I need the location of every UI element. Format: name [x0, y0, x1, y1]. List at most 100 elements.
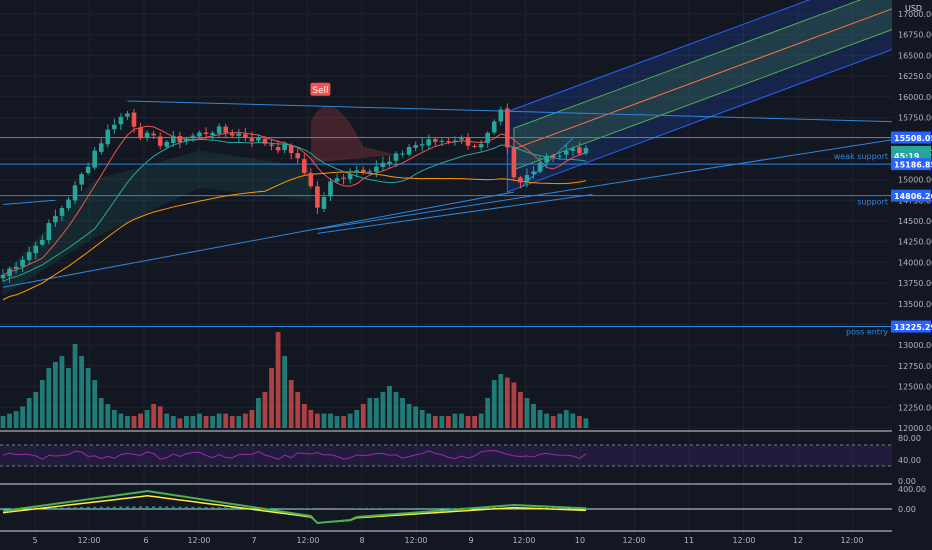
- volume-bar: [498, 374, 504, 428]
- volume-bar: [380, 392, 386, 428]
- candle-body: [347, 173, 353, 180]
- candle-body: [26, 252, 32, 260]
- volume-bar: [98, 398, 104, 428]
- macd-hist-bar: [551, 507, 555, 509]
- candle-body: [531, 171, 536, 175]
- time-label: 6: [143, 536, 148, 545]
- candle-body: [439, 140, 445, 142]
- macd-hist-bar: [132, 506, 136, 509]
- macd-hist-bar: [184, 506, 188, 509]
- candle-body: [210, 132, 215, 136]
- macd-hist-bar: [145, 506, 149, 509]
- candle-body: [223, 126, 228, 133]
- macd-hist-bar: [106, 506, 110, 509]
- volume-bar: [360, 404, 366, 428]
- volume-bar: [373, 398, 379, 428]
- volume-bar: [393, 392, 399, 428]
- time-label: 12: [793, 536, 803, 545]
- candle-body: [315, 186, 320, 208]
- volume-bar: [537, 410, 543, 428]
- candle-body: [92, 150, 97, 168]
- macd-line: [2, 489, 586, 525]
- volume-bar: [216, 413, 222, 428]
- time-label: 5: [32, 536, 37, 545]
- macd-hist-bar: [440, 507, 444, 509]
- macd-hist-bar: [381, 508, 385, 509]
- candlesticks[interactable]: [0, 103, 589, 283]
- candle-body: [387, 161, 392, 164]
- axis-bg: [892, 0, 932, 550]
- volume-bar: [144, 410, 150, 428]
- candle-body: [236, 133, 242, 136]
- volume-bar: [0, 416, 6, 428]
- time-label: 12:00: [296, 536, 319, 545]
- volume-bar: [288, 380, 294, 428]
- volume-bar: [229, 416, 235, 428]
- annotation-label: weak support: [834, 152, 888, 161]
- macd-hist-bar: [407, 508, 411, 509]
- candle-body: [249, 138, 255, 142]
- candle-body: [177, 136, 183, 143]
- volume-bar: [177, 418, 183, 428]
- macd-hist-bar: [165, 506, 169, 509]
- volume-bar: [256, 398, 261, 428]
- volume-bar: [308, 410, 314, 428]
- time-label: 10: [575, 536, 585, 545]
- candle-body: [125, 113, 130, 117]
- macd-hist-bar: [289, 508, 293, 509]
- volume-bar: [72, 344, 78, 428]
- candle-body: [98, 143, 104, 152]
- volume-bar: [577, 416, 582, 428]
- price-tick: 16500.00: [898, 51, 932, 60]
- candle-body: [328, 181, 333, 197]
- sell-badge: [310, 82, 331, 96]
- volume-bar: [557, 413, 563, 428]
- macd-hist-bar: [73, 507, 77, 509]
- macd-hist-bar: [1, 507, 5, 509]
- candle-body: [465, 137, 471, 146]
- macd-hist-bar: [276, 507, 280, 509]
- price-tick: 15000.00: [898, 176, 932, 185]
- volume-bar: [426, 413, 432, 428]
- rsi-pane: [0, 430, 892, 467]
- currency-label: USD: [905, 4, 922, 13]
- candle-body: [498, 109, 504, 122]
- macd-hist-bar: [401, 508, 405, 509]
- macd-signal-line: [2, 494, 586, 524]
- volume-bars: [0, 332, 589, 428]
- volume-bar: [367, 398, 373, 428]
- candle-body: [157, 136, 163, 146]
- drawings-back: [0, 0, 895, 328]
- price-tick: 13750.00: [898, 279, 932, 288]
- volume-bar: [39, 380, 45, 428]
- price-tick: 12500.00: [898, 383, 932, 392]
- trendline: [127, 100, 893, 123]
- drawings-front: Sell: [310, 82, 331, 96]
- volume-bar: [151, 404, 157, 428]
- candle-body: [478, 144, 484, 148]
- volume-bar: [570, 413, 576, 428]
- candle-body: [59, 208, 65, 216]
- grid-lines: [0, 0, 908, 535]
- volume-bar: [550, 416, 556, 428]
- macd-hist-bar: [584, 507, 588, 509]
- time-label: 12:00: [622, 536, 645, 545]
- time-axis[interactable]: 5 12:00 6 12:00 7 12:00 8 12:00 9 12:00 10 12:00 11 1…: [32, 536, 863, 545]
- volume-bar: [184, 416, 189, 428]
- macd-hist-bar: [309, 508, 313, 509]
- macd-hist-bar: [8, 507, 12, 509]
- candle-body: [557, 155, 563, 157]
- price-badge: 15508.05: [894, 134, 932, 143]
- macd-hist-bar: [283, 508, 287, 509]
- macd-hist-bar: [211, 507, 215, 509]
- price-tick: 16250.00: [898, 72, 932, 81]
- candle-body: [171, 136, 176, 144]
- time-label: 12:00: [840, 536, 863, 545]
- candle-body: [511, 146, 517, 178]
- candle-body: [112, 124, 117, 130]
- candle-body: [79, 174, 84, 185]
- time-label: 11: [684, 536, 694, 545]
- macd-hist-bar: [158, 506, 162, 509]
